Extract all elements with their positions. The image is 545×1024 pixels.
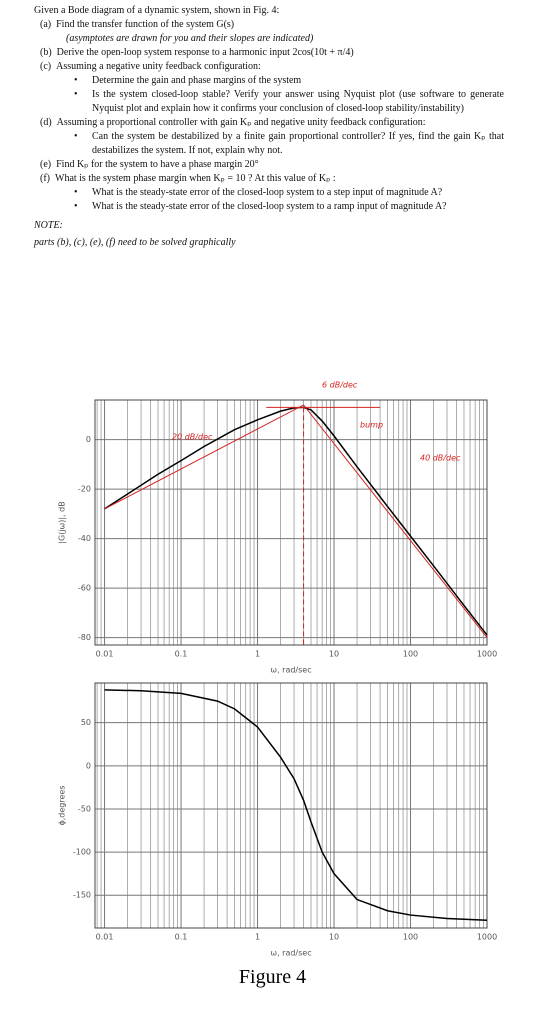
series-line [104, 404, 488, 638]
annotation: 40 dB/dec [420, 454, 461, 463]
item-text: Find the transfer function of the system… [56, 19, 235, 30]
y-tick-label: 0 [86, 761, 91, 770]
title: Given a Bode diagram of a dynamic system… [34, 5, 280, 16]
y-axis-label: |G(jω)|, dB [58, 501, 67, 543]
y-tick-label: -50 [78, 804, 91, 813]
plot-frame [94, 399, 488, 646]
plot-frame [94, 682, 488, 929]
annotation: 6 dB/dec [322, 381, 358, 390]
x-tick-label: 0.01 [96, 650, 114, 659]
series-line [104, 406, 488, 636]
item-label: (f) [40, 173, 50, 184]
phase-chart: 0.01 0.1 1 10 100 1000 -150 -100 -50 0 50 ω, rad/se… [58, 682, 497, 958]
x-tick-label: 100 [403, 650, 418, 659]
x-tick-label: 0.1 [175, 933, 188, 942]
item-text: Find Kₚ for the system to have a phase m… [56, 159, 259, 170]
series-line [104, 689, 488, 921]
bullet: Is the system closed-loop stable? Verify… [34, 88, 504, 116]
y-tick-label: -60 [78, 584, 91, 593]
y-tick-label: -20 [78, 485, 91, 494]
problem-text: Given a Bode diagram of a dynamic system… [34, 4, 504, 250]
item-label: (a) [40, 19, 52, 30]
x-tick-label: 1 [255, 650, 260, 659]
item-label: (c) [40, 61, 52, 72]
item-label: (e) [40, 159, 52, 170]
y-tick-label: -80 [78, 633, 91, 642]
x-tick-label: 10 [329, 650, 339, 659]
x-tick-label: 1 [255, 933, 260, 942]
item-text: Assuming a negative unity feedback confi… [56, 61, 261, 72]
x-tick-label: 1000 [477, 650, 497, 659]
item-label: (d) [40, 117, 52, 128]
y-axis-label: ϕ,degrees [58, 785, 67, 825]
x-axis-label: ω, rad/sec [270, 666, 311, 675]
magnitude-chart: 0.01 0.1 1 10 100 1000 -80 -60 -40 -20 0 ω, rad/sec… [58, 381, 498, 675]
item: (f) What is the system phase margin when … [38, 172, 504, 186]
item-note: (asymptotes are drawn for you and their … [66, 33, 314, 44]
y-tick-label: -40 [78, 534, 91, 543]
note-label: NOTE: [34, 220, 63, 231]
item: (c) Assuming a negative unity feedback co… [38, 60, 504, 74]
item-label: (b) [40, 47, 52, 58]
item-text: Assuming a proportional controller with … [56, 117, 426, 128]
item: (a) Find the transfer function of the sys… [38, 18, 504, 32]
item-text: What is the system phase margin when Kₚ … [55, 173, 336, 184]
annotation: 20 dB/dec [172, 433, 213, 442]
item: (b) Derive the open-loop system response … [38, 46, 504, 60]
item: (e) Find Kₚ for the system to have a phas… [38, 158, 504, 172]
x-axis-label: ω, rad/sec [270, 949, 311, 958]
x-tick-label: 100 [403, 933, 418, 942]
figure-caption: Figure 4 [238, 966, 307, 988]
bullet: Can the system be destabilized by a fini… [34, 130, 504, 158]
annotation: bump [360, 421, 383, 430]
x-tick-label: 10 [329, 933, 339, 942]
y-tick-label: -150 [73, 891, 91, 900]
item-text: Derive the open-loop system response to … [56, 47, 354, 58]
x-tick-label: 1000 [477, 933, 497, 942]
note-text: parts (b), (c), (e), (f) need to be solv… [34, 237, 236, 248]
x-tick-label: 0.01 [96, 933, 114, 942]
bullet: Determine the gain and phase margins of … [34, 74, 504, 88]
y-tick-label: 0 [86, 435, 91, 444]
bullet: What is the steady-state error of the cl… [34, 186, 504, 200]
y-tick-label: 50 [81, 718, 91, 727]
item: (d) Assuming a proportional controller wi… [38, 116, 504, 130]
x-tick-label: 0.1 [175, 650, 188, 659]
bullet: What is the steady-state error of the cl… [34, 200, 504, 214]
y-tick-label: -100 [73, 848, 91, 857]
